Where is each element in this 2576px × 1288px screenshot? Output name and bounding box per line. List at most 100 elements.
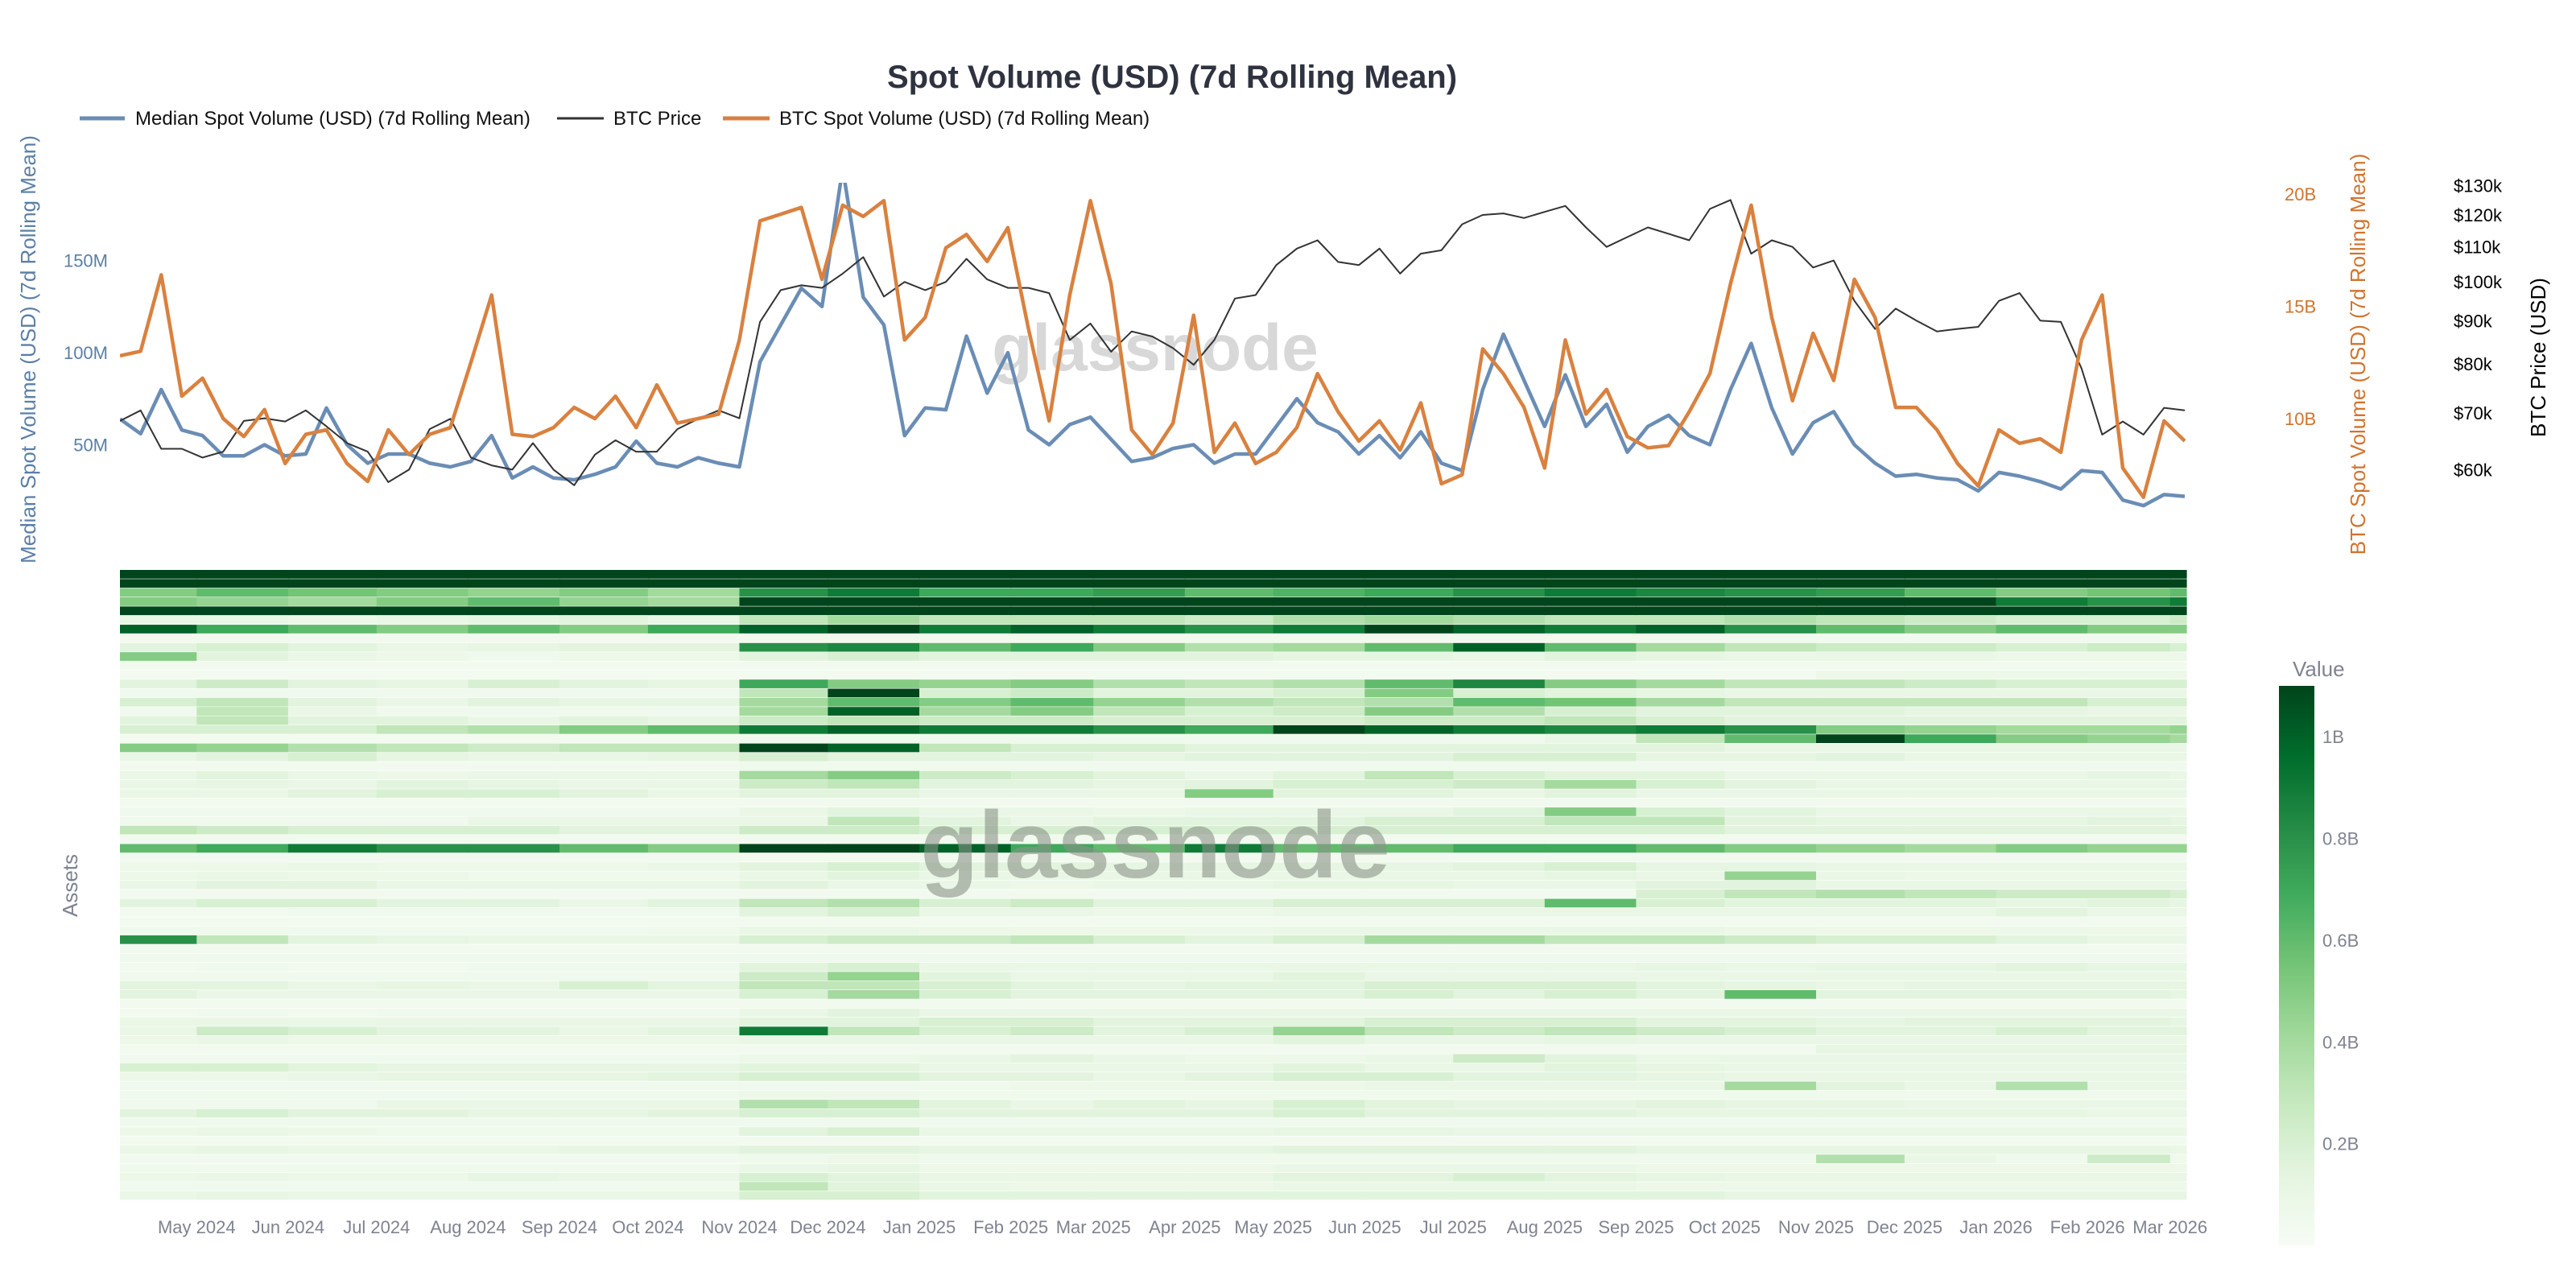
heatmap-cell	[2087, 615, 2171, 625]
heatmap-cell	[1364, 880, 1454, 890]
heatmap-cell	[1904, 898, 1997, 908]
heatmap-cell	[559, 1127, 649, 1136]
heatmap-cell	[468, 625, 560, 634]
heatmap-cell	[2087, 697, 2171, 707]
heatmap-cell	[919, 990, 1012, 999]
colorbar-title: Value	[2293, 657, 2345, 681]
heatmap-cell	[1364, 990, 1454, 999]
heatmap-cell	[739, 606, 828, 616]
heatmap-cell	[919, 835, 1012, 844]
heatmap-cell	[1010, 679, 1094, 688]
heatmap-cell	[828, 807, 920, 816]
heatmap-cell	[647, 642, 741, 652]
heatmap-cell	[120, 844, 197, 853]
x-tick-label: Jan 2025	[883, 1217, 956, 1237]
heatmap-cell	[919, 1045, 1012, 1054]
heatmap-cell	[1010, 1127, 1094, 1136]
heatmap-cell	[2087, 1145, 2171, 1154]
heatmap-cell	[1184, 1063, 1274, 1072]
heatmap-cell	[919, 862, 1012, 871]
heatmap-cell	[2087, 935, 2171, 944]
heatmap-cell	[1093, 688, 1186, 698]
heatmap-cell	[120, 917, 197, 926]
heatmap-cell	[120, 762, 197, 771]
heatmap-cell	[196, 980, 289, 990]
heatmap-cell	[1904, 862, 1997, 871]
heatmap-cell	[2087, 953, 2171, 963]
heatmap-cell	[1093, 862, 1186, 871]
heatmap-cell	[1453, 825, 1546, 835]
heatmap-cell	[120, 852, 197, 862]
heatmap-cell	[1544, 862, 1637, 871]
heatmap-cell	[828, 634, 920, 643]
x-tick-label: Feb 2026	[2050, 1217, 2125, 1237]
heatmap-cell	[1996, 1054, 2088, 1063]
heatmap-cell	[1273, 980, 1365, 990]
heatmap-cell	[919, 816, 1012, 826]
heatmap-cell	[1724, 871, 1817, 881]
heatmap-cell	[468, 770, 560, 780]
heatmap-cell	[468, 1008, 560, 1018]
heatmap-cell	[1636, 707, 1725, 716]
heatmap-cell	[647, 1154, 741, 1164]
heatmap-cell	[559, 734, 649, 744]
heatmap-cell	[919, 1035, 1012, 1045]
heatmap-cell	[376, 1191, 469, 1200]
heatmap-cell	[1093, 898, 1186, 908]
heatmap-cell	[1184, 1136, 1274, 1146]
heatmap-cell	[1996, 953, 2088, 963]
price-axis-ticks: $60k$70k$80k$90k$100k$110k$120k$130k	[2454, 175, 2503, 480]
heatmap-cell	[468, 999, 560, 1009]
heatmap-cell	[2087, 1045, 2171, 1054]
heatmap-cell	[1724, 1182, 1817, 1191]
heatmap-cell	[2087, 962, 2171, 972]
heatmap-cell	[2087, 1163, 2171, 1173]
heatmap-cell	[1636, 990, 1725, 999]
heatmap-cell	[1636, 1127, 1725, 1136]
heatmap-cell	[2087, 825, 2171, 835]
heatmap-cell	[1093, 999, 1186, 1009]
heatmap-cell	[828, 642, 920, 652]
heatmap-cell	[1996, 890, 2088, 898]
heatmap-cell	[2087, 1018, 2171, 1026]
heatmap-cell	[1636, 688, 1725, 698]
heatmap-cell	[1544, 852, 1637, 862]
heatmap-cell	[468, 707, 560, 716]
heatmap-cell	[1273, 615, 1365, 625]
price-tick-label: $100k	[2454, 272, 2503, 292]
heatmap-cell	[376, 999, 469, 1009]
heatmap-cell	[1904, 652, 1997, 661]
heatmap-cell	[828, 588, 920, 597]
heatmap-cell	[1364, 972, 1454, 981]
heatmap-cell	[559, 1054, 649, 1063]
heatmap-cell	[647, 634, 741, 643]
heatmap-cell	[196, 1172, 289, 1182]
heatmap-cell	[468, 1154, 560, 1164]
heatmap-cell	[1544, 953, 1637, 963]
heatmap-cell	[1273, 743, 1365, 753]
heatmap-cell	[647, 1018, 741, 1026]
heatmap-cell	[1010, 935, 1094, 944]
heatmap-cell	[2087, 1035, 2171, 1045]
heatmap-cell	[1996, 1018, 2088, 1026]
legend-item-median[interactable]: Median Spot Volume (USD) (7d Rolling Mea…	[80, 108, 530, 130]
heatmap-cell	[1996, 1182, 2088, 1191]
heatmap-cell	[739, 1117, 828, 1127]
legend-item-btc-volume[interactable]: BTC Spot Volume (USD) (7d Rolling Mean)	[723, 108, 1150, 130]
heatmap-cell	[120, 697, 197, 707]
heatmap-cell	[2087, 835, 2171, 844]
heatmap-cell	[1724, 1035, 1817, 1045]
heatmap-cell	[1816, 1081, 1905, 1091]
heatmap-cell	[1996, 1045, 2088, 1054]
heatmap-cell	[1996, 634, 2088, 643]
heatmap-cell	[739, 661, 828, 671]
heatmap-cell	[1010, 1072, 1094, 1081]
heatmap-cell	[287, 707, 378, 716]
heatmap-cell	[828, 670, 920, 679]
x-tick-label: May 2024	[158, 1217, 236, 1237]
heatmap-cell	[919, 1154, 1012, 1164]
legend-item-btc-price[interactable]: BTC Price	[557, 108, 701, 130]
heatmap-cell	[1816, 770, 1905, 780]
heatmap-cell	[1184, 816, 1274, 826]
heatmap-cell	[1544, 972, 1637, 981]
